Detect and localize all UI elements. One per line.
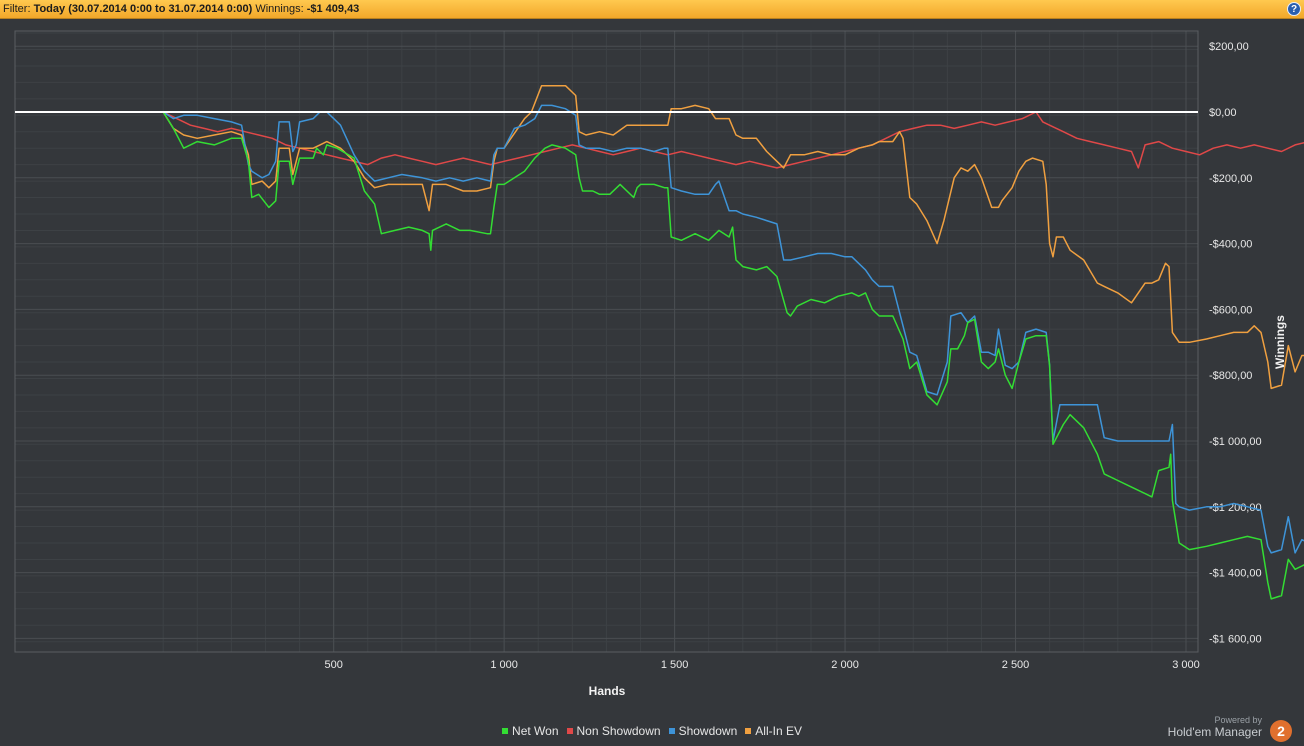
- legend-swatch: [566, 728, 573, 734]
- series-line-all-in-ev: [162, 84, 1304, 390]
- help-icon[interactable]: ?: [1287, 2, 1301, 16]
- y-tick-label: -$1 400,00: [1209, 568, 1262, 580]
- y-tick-label: -$200,00: [1209, 173, 1252, 185]
- y-tick-label: -$1 600,00: [1209, 633, 1262, 645]
- chart-minor-grid: [15, 31, 1198, 652]
- y-axis-title: Winnings: [1273, 315, 1287, 369]
- y-tick-label: -$600,00: [1209, 304, 1252, 316]
- legend-swatch: [668, 728, 675, 734]
- legend-label: Non Showdown: [576, 724, 661, 738]
- y-tick-label: -$800,00: [1209, 370, 1252, 382]
- brand-powered-by: Powered by: [1214, 715, 1262, 725]
- winnings-label: Winnings:: [255, 3, 304, 15]
- legend-item-non-showdown[interactable]: Non Showdown: [566, 724, 661, 738]
- legend-swatch: [502, 728, 509, 734]
- x-tick-label: 1 500: [661, 659, 689, 671]
- legend-label: Showdown: [678, 724, 738, 738]
- legend-item-all-in-ev[interactable]: All-In EV: [745, 724, 802, 738]
- legend-swatch: [745, 728, 752, 734]
- x-tick-label: 3 000: [1172, 659, 1200, 671]
- x-tick-label: 1 000: [490, 659, 518, 671]
- legend-label: All-In EV: [755, 724, 802, 738]
- holdem-manager-logo-icon: 2: [1270, 720, 1292, 742]
- chart-legend: Net Won Non Showdown Showdown All-In EV: [0, 724, 1304, 738]
- series-layer: [162, 84, 1304, 600]
- y-tick-label: $0,00: [1209, 107, 1237, 119]
- y-axis-ticks: $200,00 $0,00 -$200,00 -$400,00 -$600,00 -$80…: [1209, 41, 1262, 645]
- y-tick-label: -$1 000,00: [1209, 436, 1262, 448]
- x-tick-label: 2 000: [831, 659, 859, 671]
- plot-frame: [14, 30, 1199, 653]
- brand-name: Hold'em Manager: [1167, 725, 1262, 739]
- legend-item-net-won[interactable]: Net Won: [502, 724, 559, 738]
- legend-item-showdown[interactable]: Showdown: [668, 724, 738, 738]
- brand-text: Powered by Hold'em Manager: [1168, 715, 1262, 739]
- winnings-value: -$1 409,43: [306, 3, 360, 15]
- series-line-non-showdown: [162, 111, 1304, 169]
- y-tick-label: $200,00: [1209, 41, 1249, 53]
- legend-label: Net Won: [512, 724, 559, 738]
- chart-major-grid: [15, 31, 1198, 652]
- x-axis-title: Hands: [589, 684, 626, 698]
- y-tick-label: -$1 200,00: [1209, 502, 1262, 514]
- filter-prefix: Filter:: [3, 3, 31, 15]
- filter-bar: Filter: Today (30.07.2014 0:00 to 31.07.…: [0, 0, 1304, 19]
- y-tick-label: -$400,00: [1209, 239, 1252, 251]
- series-line-showdown: [162, 104, 1304, 554]
- series-line-net-won: [162, 111, 1304, 600]
- x-tick-label: 500: [324, 659, 342, 671]
- filter-value: Today (30.07.2014 0:00 to 31.07.2014 0:0…: [33, 3, 253, 15]
- x-tick-label: 2 500: [1002, 659, 1030, 671]
